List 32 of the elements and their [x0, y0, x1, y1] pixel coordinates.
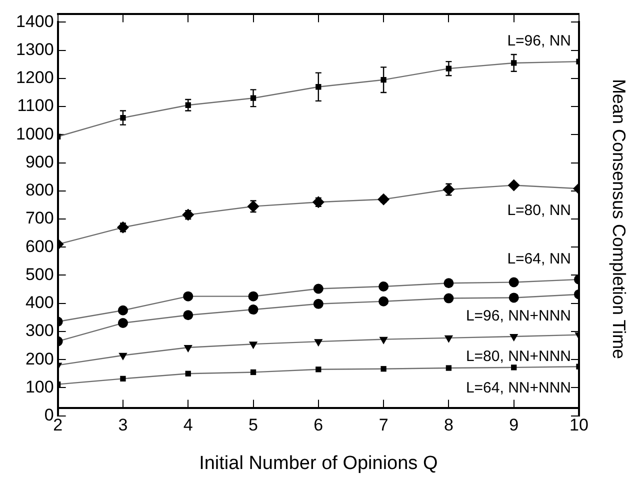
x-tick-label: 3 [118, 416, 128, 435]
series-label: L=64, NN+NNN [466, 380, 571, 397]
y-tick-label: 800 [25, 180, 54, 200]
y-tick-label: 1400 [16, 12, 54, 31]
x-tick-label: 9 [509, 416, 519, 435]
x-tick-label: 6 [314, 416, 324, 435]
x-tick-label: 8 [444, 416, 454, 435]
y-tick-label: 1200 [16, 68, 54, 88]
y-tick-label: 500 [25, 264, 54, 284]
y-tick-label: 100 [25, 377, 54, 396]
x-tick-label: 10 [570, 416, 588, 435]
legend-label: L=96, NN+NNN [466, 307, 571, 324]
legend-label: L=80, NN [507, 202, 571, 219]
x-tick-label: 2 [53, 416, 63, 435]
x-tick-label: 5 [248, 416, 258, 435]
y-tick-label: 200 [25, 349, 54, 368]
y-tick-label: 400 [25, 293, 54, 312]
x-axis-title: Initial Number of Opinions Q [199, 452, 438, 474]
y-tick-label: 700 [25, 208, 54, 228]
legend-label: L=96, NN [507, 32, 571, 50]
x-tick-label: 4 [183, 416, 193, 435]
y-tick-label: 900 [25, 152, 54, 172]
legend-label: L=80, NN+NNN [466, 348, 571, 365]
y-tick-label: 1100 [17, 96, 54, 116]
y-tick-label: 0 [44, 405, 54, 424]
y-tick-label: 1000 [16, 124, 54, 144]
legend-label: L=64, NN [507, 250, 571, 268]
y-tick-label: 1300 [16, 40, 54, 59]
y-tick-label: 600 [25, 236, 54, 256]
y-tick-label: 300 [25, 321, 54, 340]
y-axis-title: Mean Consensus Completion Time [609, 78, 630, 360]
x-tick-label: 7 [378, 416, 388, 435]
